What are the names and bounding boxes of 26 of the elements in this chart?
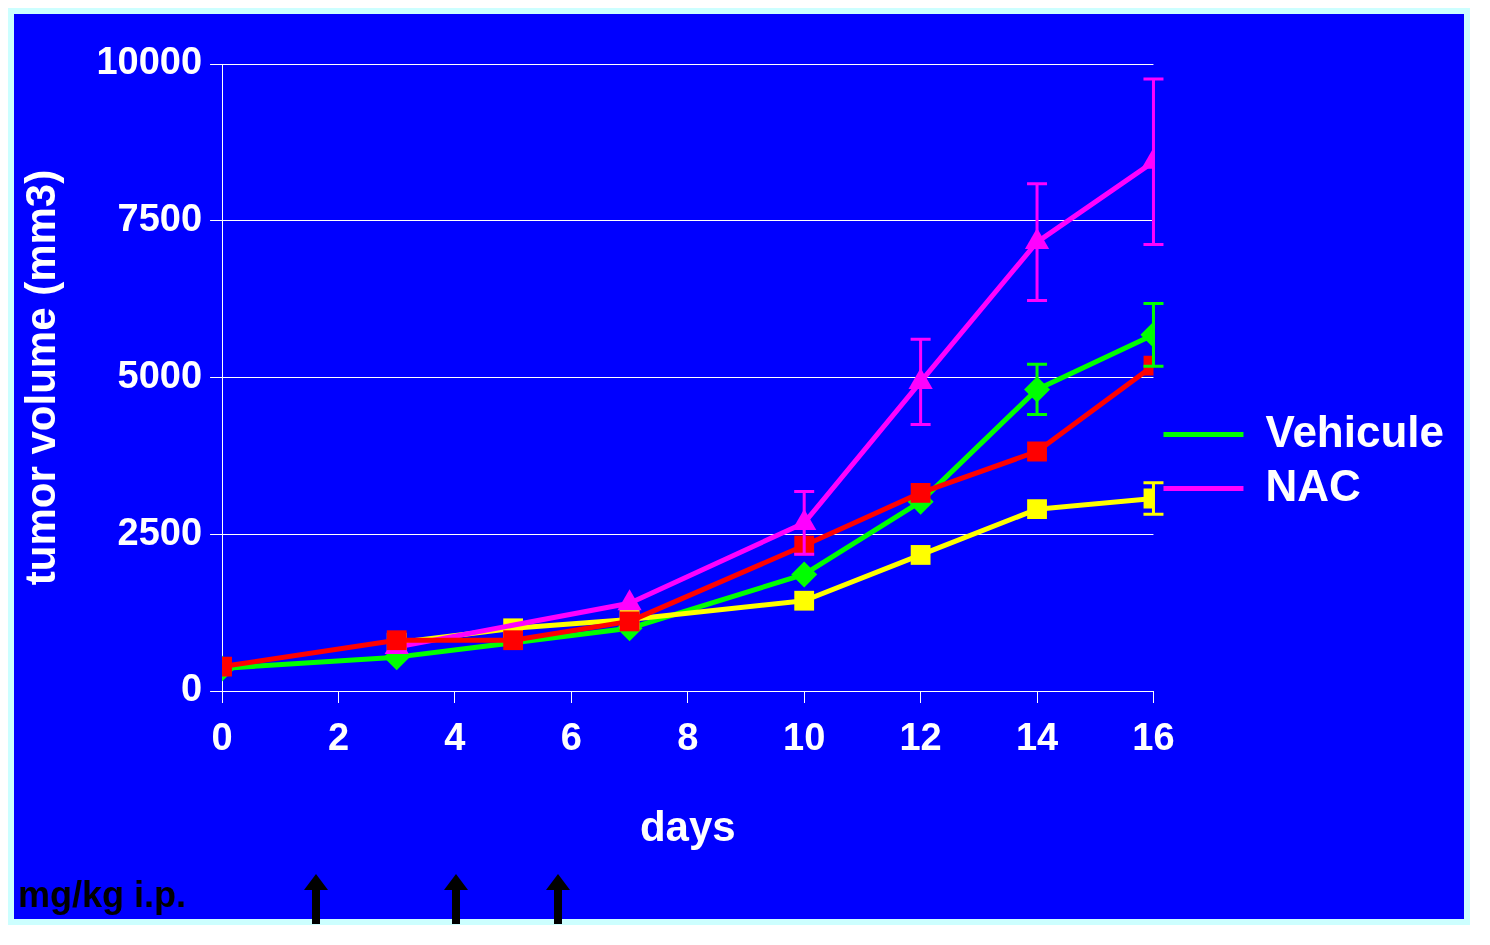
x-tick-label: 4 [444,716,466,759]
x-tick-label: 6 [560,716,582,759]
point [1027,499,1047,520]
point [910,482,931,503]
point [794,590,815,611]
y-tick-label: 7500 [117,197,203,240]
x-tick-label: 0 [211,716,233,759]
x-tick-label: 14 [1015,716,1059,759]
text: mg/kg i.p. [18,874,187,915]
x-tick-label: 8 [677,716,699,759]
x-tick-label: 10 [783,716,826,759]
y-tick-label: 0 [180,667,203,710]
x-tick-label: 12 [899,716,942,759]
y-tick-label: 2500 [117,510,203,553]
point [503,630,524,651]
x-tick-label: 16 [1132,716,1175,759]
y-axis-title: tumor volume (mm3) [16,169,64,586]
legend-label: Vehicule [1265,406,1445,456]
point [791,561,818,588]
point [910,545,931,565]
y-tick-label: 10000 [96,40,203,83]
y-tick-label: 5000 [117,353,203,396]
point [1027,441,1047,462]
x-axis-title: days [639,803,736,851]
x-tick-label: 2 [327,716,350,759]
legend-label: NAC [1265,460,1361,510]
